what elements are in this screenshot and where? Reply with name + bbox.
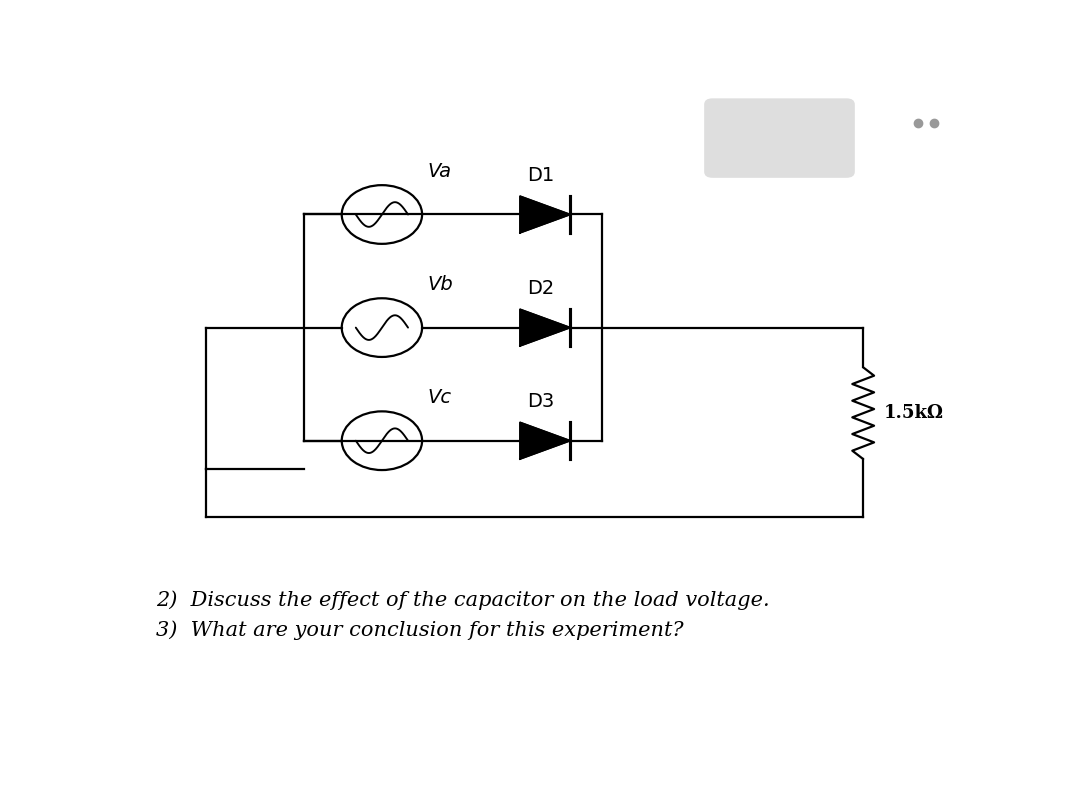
Polygon shape	[521, 196, 570, 233]
Text: Vc: Vc	[428, 388, 453, 407]
Text: D3: D3	[527, 392, 554, 411]
Text: 3)  What are your conclusion for this experiment?: 3) What are your conclusion for this exp…	[156, 620, 684, 640]
Polygon shape	[521, 422, 570, 459]
Text: 1.5kΩ: 1.5kΩ	[885, 404, 944, 422]
Polygon shape	[521, 310, 570, 346]
Text: 2)  Discuss the effect of the capacitor on the load voltage.: 2) Discuss the effect of the capacitor o…	[156, 590, 770, 610]
Text: D2: D2	[527, 279, 554, 299]
FancyBboxPatch shape	[704, 98, 855, 178]
Text: Va: Va	[428, 162, 453, 181]
Text: Vb: Vb	[428, 275, 454, 294]
Text: D1: D1	[527, 166, 554, 185]
